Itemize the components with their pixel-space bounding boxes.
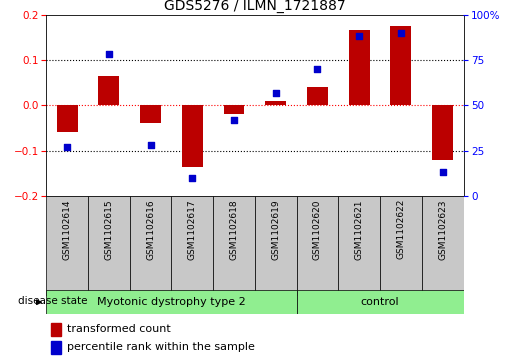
Bar (130, 196, 171, 296)
Bar (297, 290, 464, 314)
Text: control: control (361, 297, 400, 307)
Bar (46, 290, 297, 314)
Text: transformed count: transformed count (67, 324, 171, 334)
Point (271, 90, 280, 95)
Text: disease state: disease state (18, 296, 87, 306)
Bar (338, 196, 380, 296)
Point (63, 144, 71, 150)
Bar (57, 105, 78, 132)
Bar (380, 196, 422, 296)
Title: GDS5276 / ILMN_1721887: GDS5276 / ILMN_1721887 (164, 0, 346, 13)
Point (146, 142, 154, 148)
Text: GSM1102619: GSM1102619 (271, 199, 280, 260)
Bar (88, 196, 130, 296)
Text: GSM1102616: GSM1102616 (146, 199, 155, 260)
Point (438, 170, 447, 175)
Bar (390, 26, 411, 105)
Bar (224, 105, 245, 114)
Point (355, 33, 363, 39)
Bar (213, 196, 255, 296)
Bar (265, 101, 286, 105)
Text: percentile rank within the sample: percentile rank within the sample (67, 342, 255, 352)
Text: GSM1102623: GSM1102623 (438, 199, 447, 260)
Bar (171, 196, 213, 296)
Text: GSM1102620: GSM1102620 (313, 199, 322, 260)
Point (230, 117, 238, 123)
Bar (349, 30, 370, 105)
Bar (50, 341, 61, 354)
Text: GSM1102621: GSM1102621 (355, 199, 364, 260)
Text: GSM1102617: GSM1102617 (188, 199, 197, 260)
Bar (255, 196, 297, 296)
Text: GSM1102615: GSM1102615 (105, 199, 113, 260)
Bar (50, 323, 61, 336)
Text: GSM1102614: GSM1102614 (63, 199, 72, 260)
Text: GSM1102622: GSM1102622 (397, 199, 405, 260)
Point (397, 30, 405, 36)
Text: GSM1102618: GSM1102618 (230, 199, 238, 260)
Bar (98, 76, 119, 105)
Bar (297, 196, 338, 296)
Bar (422, 196, 464, 296)
Point (188, 175, 196, 181)
Bar (46, 196, 88, 296)
Point (313, 66, 321, 72)
Bar (140, 105, 161, 123)
Bar (307, 87, 328, 105)
Bar (182, 105, 203, 167)
Point (105, 52, 113, 57)
Text: Myotonic dystrophy type 2: Myotonic dystrophy type 2 (97, 297, 246, 307)
Bar (432, 105, 453, 160)
